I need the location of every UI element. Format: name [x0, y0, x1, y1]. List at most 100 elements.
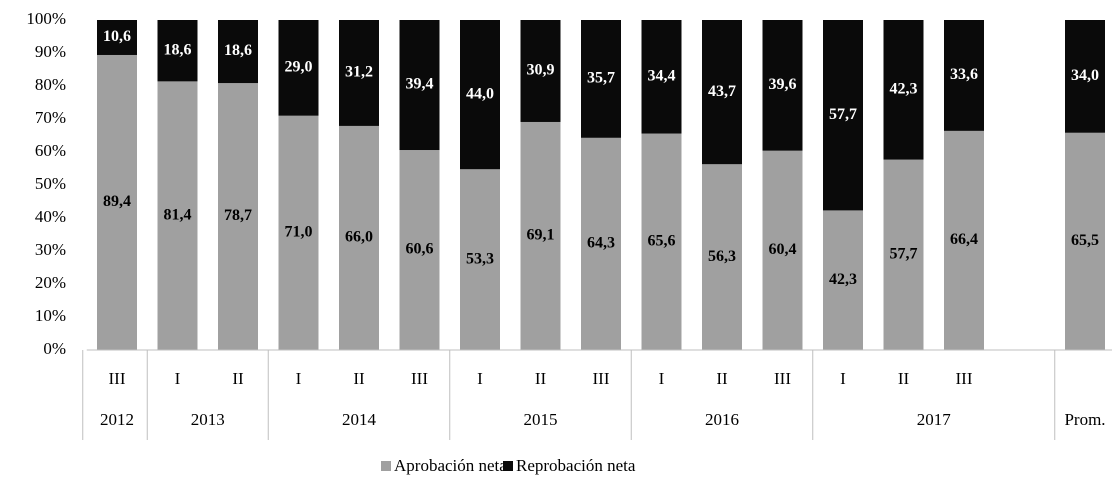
x-group-label: 2013 — [191, 410, 225, 429]
bar-segment — [1065, 20, 1105, 133]
x-group-label: Prom. — [1064, 410, 1105, 429]
data-label: 56,3 — [708, 248, 736, 265]
bar-segment — [823, 210, 863, 350]
data-label: 42,3 — [890, 80, 918, 97]
y-tick-label: 20% — [35, 273, 66, 292]
x-tick-label: III — [411, 369, 428, 388]
x-tick-label: II — [353, 369, 365, 388]
bar-segment — [883, 159, 924, 350]
bar-segment — [520, 121, 561, 350]
bar-segment — [218, 20, 258, 84]
data-label: 34,4 — [648, 67, 676, 84]
data-label: 89,4 — [103, 193, 131, 210]
bar-segment — [97, 20, 137, 55]
legend-swatch — [381, 461, 391, 471]
data-label: 18,6 — [164, 41, 192, 58]
y-tick-label: 90% — [35, 42, 66, 61]
x-tick-label: III — [593, 369, 610, 388]
data-label: 57,7 — [829, 106, 857, 123]
data-label: 18,6 — [224, 42, 252, 59]
data-label: 29,0 — [285, 59, 313, 76]
y-tick-label: 0% — [43, 339, 66, 358]
bar-segment — [278, 20, 319, 116]
legend-label: Reprobación neta — [516, 456, 636, 475]
bar-segment — [762, 20, 803, 151]
data-label: 57,7 — [890, 245, 918, 262]
y-tick-label: 50% — [35, 174, 66, 193]
bar-segment — [97, 54, 137, 350]
y-tick-label: 10% — [35, 306, 66, 325]
data-label: 43,7 — [708, 83, 736, 100]
data-label: 60,6 — [406, 241, 434, 258]
bar-segment — [944, 20, 984, 131]
bar-segment — [278, 115, 319, 350]
bar-segment — [581, 20, 621, 138]
y-tick-label: 30% — [35, 240, 66, 259]
data-label: 42,3 — [829, 271, 857, 288]
data-label: 64,3 — [587, 235, 615, 252]
bar-segment — [762, 150, 803, 350]
x-tick-label: I — [840, 369, 846, 388]
data-label: 78,7 — [224, 207, 252, 224]
data-label: 71,0 — [285, 224, 313, 241]
data-label: 34,0 — [1071, 67, 1099, 84]
data-label: 10,6 — [103, 28, 131, 45]
data-label: 60,4 — [769, 241, 797, 258]
data-label: 65,5 — [1071, 232, 1099, 249]
x-tick-label: II — [898, 369, 910, 388]
bar-segment — [157, 81, 198, 350]
bar-segment — [460, 169, 500, 350]
x-tick-label: III — [109, 369, 126, 388]
y-tick-label: 70% — [35, 108, 66, 127]
x-group-label: 2012 — [100, 410, 134, 429]
y-tick-label: 40% — [35, 207, 66, 226]
data-label: 66,4 — [950, 231, 978, 248]
data-label: 30,9 — [527, 62, 555, 79]
data-label: 39,4 — [406, 76, 434, 93]
y-tick-label: 100% — [26, 9, 66, 28]
x-tick-label: I — [477, 369, 483, 388]
bar-segment — [641, 20, 682, 134]
x-group-label: 2014 — [342, 410, 377, 429]
bar-segment — [399, 20, 440, 151]
x-group-label: 2016 — [705, 410, 739, 429]
bar-segment — [157, 20, 198, 82]
legend-label: Aprobación neta — [394, 456, 507, 475]
data-label: 66,0 — [345, 229, 373, 246]
data-label: 44,0 — [466, 85, 494, 102]
x-tick-label: III — [774, 369, 791, 388]
data-label: 65,6 — [648, 232, 676, 249]
x-tick-label: II — [535, 369, 547, 388]
bar-segment — [1065, 132, 1105, 350]
x-tick-label: II — [716, 369, 728, 388]
x-tick-label: I — [296, 369, 302, 388]
legend-swatch — [503, 461, 513, 471]
y-tick-label: 80% — [35, 75, 66, 94]
bar-segment — [520, 20, 561, 122]
bar-segment — [702, 20, 742, 165]
x-tick-label: II — [232, 369, 244, 388]
bar-segment — [460, 20, 500, 170]
data-label: 31,2 — [345, 64, 373, 81]
x-tick-label: I — [659, 369, 665, 388]
bar-segment — [823, 20, 863, 211]
bar-segment — [944, 130, 984, 350]
data-label: 33,6 — [950, 66, 978, 83]
bar-segment — [883, 20, 924, 160]
x-tick-label: III — [956, 369, 973, 388]
data-label: 81,4 — [164, 206, 192, 223]
y-tick-label: 60% — [35, 141, 66, 160]
bar-segment — [399, 150, 440, 350]
x-group-label: 2017 — [917, 410, 952, 429]
data-label: 35,7 — [587, 70, 615, 87]
x-group-label: 2015 — [524, 410, 558, 429]
x-tick-label: I — [175, 369, 181, 388]
bar-segment — [339, 20, 379, 126]
data-label: 53,3 — [466, 250, 494, 267]
bar-segment — [702, 164, 742, 350]
data-label: 39,6 — [769, 76, 797, 93]
data-label: 69,1 — [527, 227, 555, 244]
bar-segment — [581, 137, 621, 350]
bar-segment — [339, 125, 379, 350]
